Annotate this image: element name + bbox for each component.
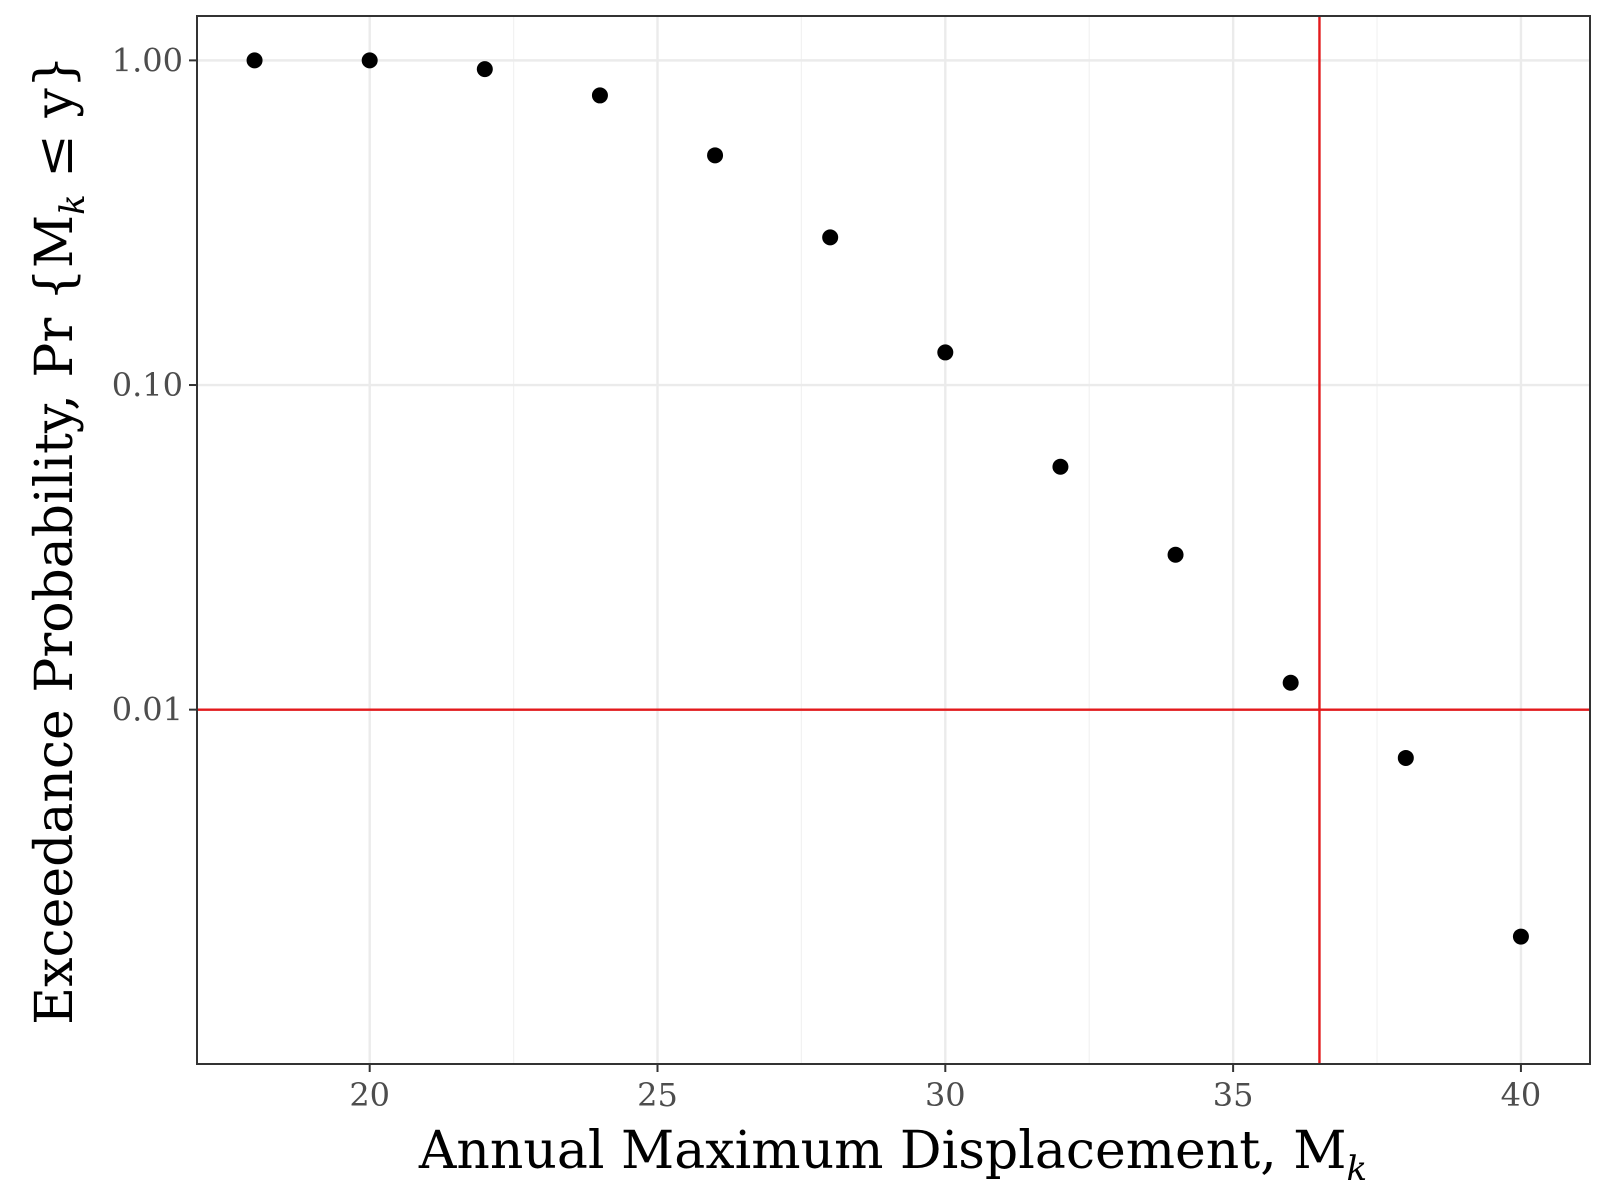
data-point [822, 229, 839, 246]
x-tick-label: 40 [1501, 1076, 1542, 1114]
reference-lines [197, 16, 1590, 1064]
data-point [591, 87, 608, 104]
x-tick-label: 35 [1213, 1076, 1254, 1114]
y-axis-title-subscript: k [53, 194, 93, 215]
x-tick-label: 30 [925, 1076, 966, 1114]
y-axis-ticks: 1.00 0.10 0.01 [112, 41, 197, 729]
y-tick-label: 0.01 [112, 691, 183, 729]
y-tick-label: 1.00 [112, 41, 183, 79]
data-point [1512, 928, 1529, 945]
data-point [476, 61, 493, 78]
x-tick-label: 25 [637, 1076, 678, 1114]
y-axis-title-text: Exceedance Probability, Pr {M [25, 215, 85, 1025]
x-tick-label: 20 [349, 1076, 390, 1114]
x-axis-title-text: Annual Maximum Displacement, M [418, 1121, 1347, 1181]
data-points [246, 52, 1529, 945]
data-point [1282, 674, 1299, 691]
data-point [246, 52, 263, 69]
y-tick-label: 0.10 [112, 366, 183, 404]
x-axis-title-subscript: k [1347, 1149, 1368, 1189]
data-point [1052, 458, 1069, 475]
x-axis-ticks: 20 25 30 35 40 [349, 1064, 1541, 1114]
plot-background [197, 16, 1590, 1064]
data-point [1167, 546, 1184, 563]
data-point [707, 147, 724, 164]
data-point [361, 52, 378, 69]
y-axis-title-tail: ≤ y} [25, 55, 85, 194]
data-point [937, 344, 954, 361]
y-axis-title: Exceedance Probability, Pr {Mk ≤ y} [25, 55, 93, 1025]
data-point [1397, 749, 1414, 766]
plot-border [196, 15, 1591, 1065]
x-axis-title: Annual Maximum Displacement, Mk [418, 1121, 1367, 1189]
